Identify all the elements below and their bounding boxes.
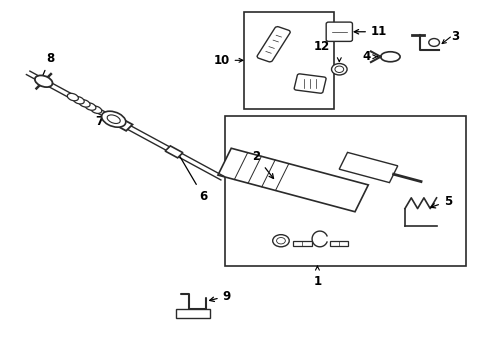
Text: 6: 6 xyxy=(176,150,207,203)
Ellipse shape xyxy=(73,96,84,104)
Bar xyxy=(176,309,210,318)
Ellipse shape xyxy=(79,100,90,107)
FancyBboxPatch shape xyxy=(325,22,352,41)
Bar xyxy=(224,116,465,266)
Text: 1: 1 xyxy=(313,275,321,288)
Text: 12: 12 xyxy=(313,40,329,53)
Ellipse shape xyxy=(276,238,285,244)
Text: 2: 2 xyxy=(252,150,273,179)
Text: 5: 5 xyxy=(430,195,451,208)
Bar xyxy=(292,241,311,246)
Text: 11: 11 xyxy=(353,25,386,38)
Ellipse shape xyxy=(331,64,346,75)
FancyBboxPatch shape xyxy=(294,74,325,93)
Ellipse shape xyxy=(380,52,399,62)
Bar xyxy=(329,241,347,246)
Ellipse shape xyxy=(272,235,288,247)
Text: 3: 3 xyxy=(450,30,458,43)
Ellipse shape xyxy=(107,115,120,123)
FancyBboxPatch shape xyxy=(257,27,290,62)
Ellipse shape xyxy=(428,39,439,46)
Ellipse shape xyxy=(102,111,125,127)
Text: 7: 7 xyxy=(95,114,112,127)
Text: 8: 8 xyxy=(40,52,54,81)
Bar xyxy=(218,148,367,212)
Text: 4: 4 xyxy=(362,50,370,63)
Bar xyxy=(110,116,132,131)
Ellipse shape xyxy=(67,93,78,101)
Bar xyxy=(339,152,397,183)
Ellipse shape xyxy=(35,75,52,87)
Bar xyxy=(165,146,183,158)
Bar xyxy=(244,12,334,109)
Ellipse shape xyxy=(334,66,343,72)
Text: 10: 10 xyxy=(213,54,229,67)
Ellipse shape xyxy=(84,103,96,110)
Text: 9: 9 xyxy=(209,289,230,303)
Ellipse shape xyxy=(90,106,102,113)
